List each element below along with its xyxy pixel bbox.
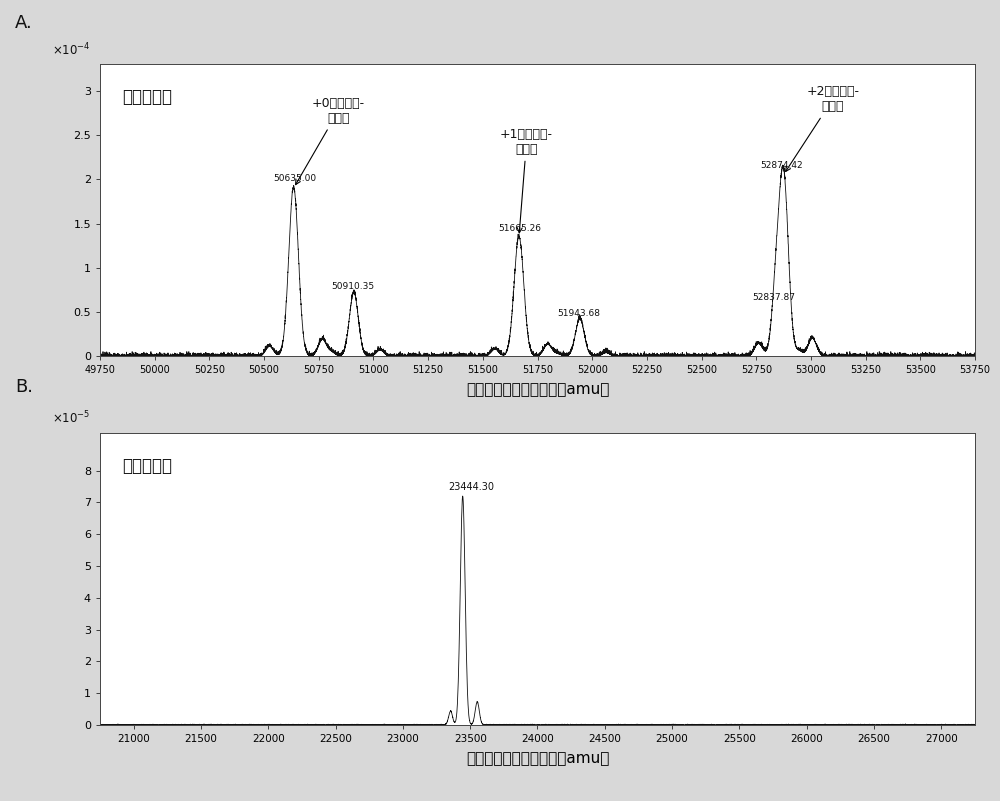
Text: $\times 10^{-5}$: $\times 10^{-5}$ <box>52 410 90 427</box>
Text: 52837.87: 52837.87 <box>753 292 796 302</box>
Text: 23444.30: 23444.30 <box>448 481 494 492</box>
Text: 51665.26: 51665.26 <box>498 223 541 232</box>
Text: +2地塞米松-
连接子: +2地塞米松- 连接子 <box>786 85 859 171</box>
Text: A.: A. <box>15 14 33 32</box>
Text: 经还原轻锤: 经还原轻锤 <box>122 457 172 474</box>
Text: 52874.42: 52874.42 <box>760 161 803 170</box>
X-axis label: 计数相对于反蒂积胞块（amu）: 计数相对于反蒂积胞块（amu） <box>466 382 609 397</box>
Text: 51943.68: 51943.68 <box>557 308 600 318</box>
Text: +0地塞米松-
连接子: +0地塞米松- 连接子 <box>296 97 365 185</box>
Text: +1地塞米松-
连接子: +1地塞米松- 连接子 <box>500 127 553 233</box>
Text: 50910.35: 50910.35 <box>331 282 374 291</box>
Text: B.: B. <box>15 379 33 396</box>
Text: 50635.00: 50635.00 <box>273 174 316 183</box>
X-axis label: 计数相对于反葲积胞块（amu）: 计数相对于反葲积胞块（amu） <box>466 751 609 766</box>
Text: 经还原重锤: 经还原重锤 <box>122 88 172 106</box>
Text: $\times 10^{-4}$: $\times 10^{-4}$ <box>52 42 90 58</box>
